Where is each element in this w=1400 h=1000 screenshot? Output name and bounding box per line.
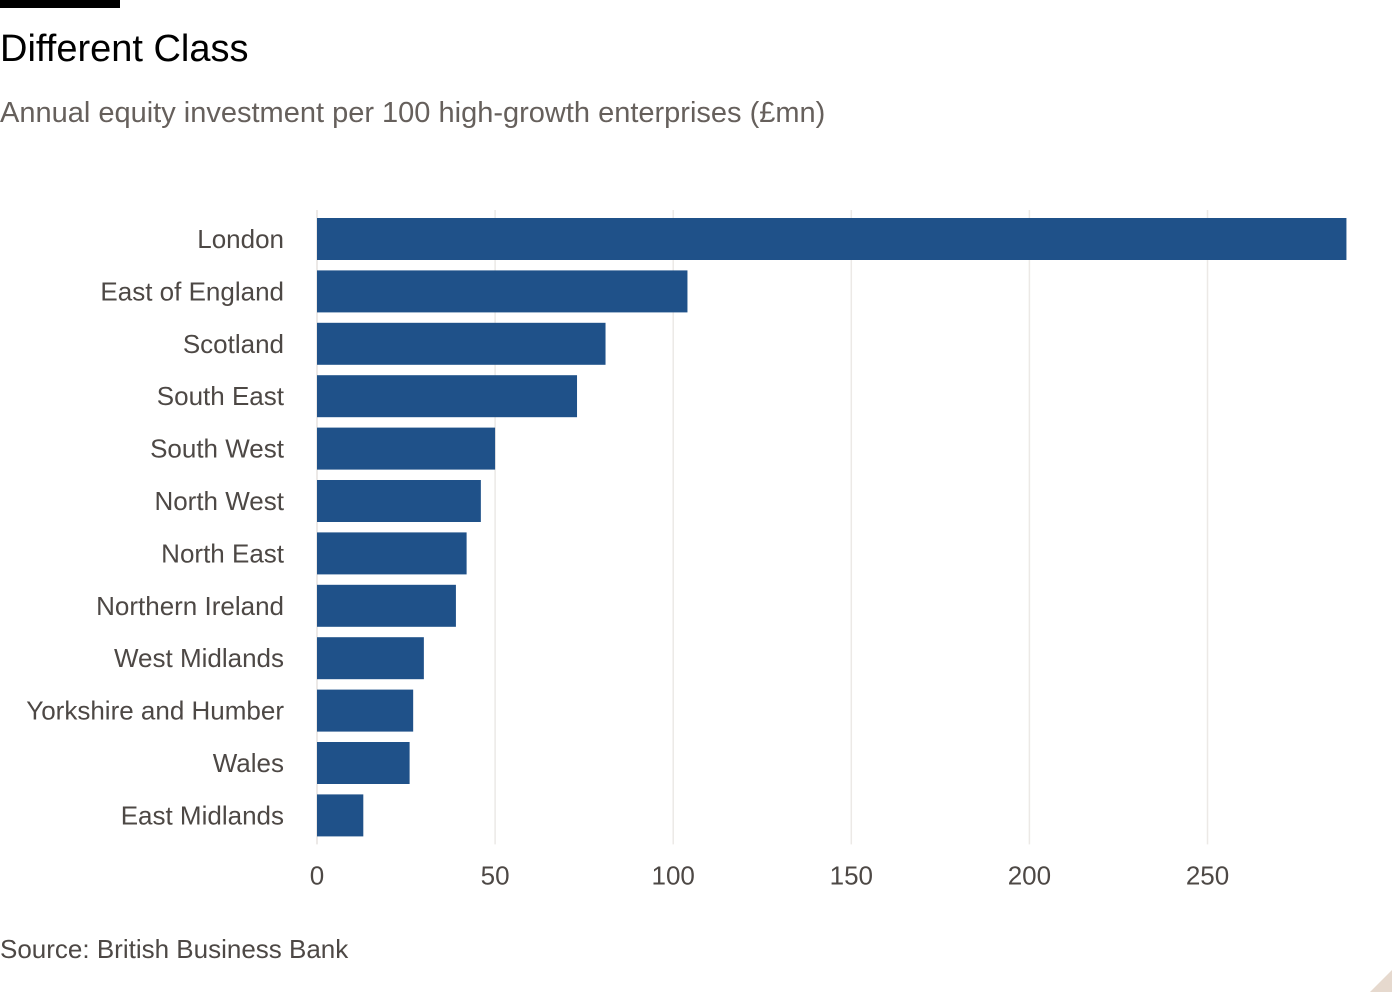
bar (317, 375, 578, 418)
bar (317, 794, 364, 837)
bar (317, 322, 606, 365)
category-label: East Midlands (121, 800, 284, 830)
bar (317, 532, 467, 575)
corner-fold-icon (1370, 970, 1392, 992)
category-label: Wales (213, 748, 284, 778)
category-label: Northern Ireland (96, 591, 284, 621)
x-tick-label: 250 (1186, 860, 1229, 890)
x-tick-label: 200 (1008, 860, 1051, 890)
chart-title: Different Class (0, 28, 249, 70)
bar-chart: 0 50 100 150 200 250 London East of England Scot… (26, 210, 1347, 890)
x-tick-label: 0 (310, 860, 324, 890)
x-tick-label: 100 (652, 860, 695, 890)
category-label: Yorkshire and Humber (26, 696, 284, 726)
chart-subtitle: Annual equity investment per 100 high-gr… (0, 97, 826, 129)
bar (317, 637, 424, 680)
bar (317, 742, 410, 784)
bar (317, 427, 496, 470)
bar (317, 218, 1347, 260)
source-note: Source: British Business Bank (0, 934, 349, 964)
bar (317, 689, 414, 732)
category-label: Scotland (183, 329, 284, 359)
bar (317, 270, 688, 313)
category-label: North West (154, 486, 284, 516)
category-label: South West (150, 434, 285, 464)
category-label: South East (157, 381, 285, 411)
category-label: West Midlands (114, 643, 284, 673)
x-tick-label: 50 (481, 860, 510, 890)
category-label: North East (161, 538, 285, 568)
category-label: London (197, 224, 284, 254)
top-accent-rule (0, 0, 120, 8)
x-tick-label: 150 (830, 860, 873, 890)
category-label: East of England (100, 276, 284, 306)
bar (317, 584, 456, 627)
bar (317, 480, 481, 522)
